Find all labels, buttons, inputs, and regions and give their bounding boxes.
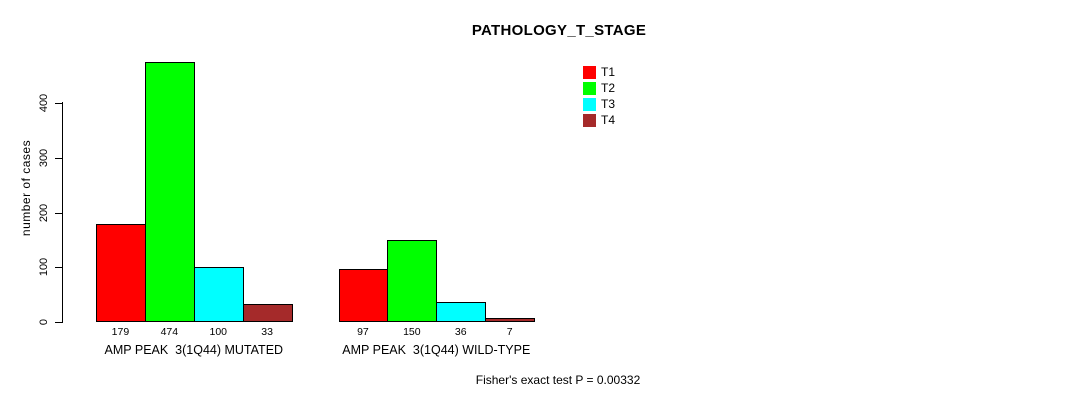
bar-t4 xyxy=(485,318,536,322)
stat-annotation: Fisher's exact test P = 0.00332 xyxy=(475,373,641,387)
legend-item: T3 xyxy=(583,98,615,111)
legend-label: T4 xyxy=(601,113,616,127)
legend-label: T1 xyxy=(601,65,616,79)
bar-value-label: 7 xyxy=(506,326,513,338)
group-label: AMP PEAK 3(1Q44) WILD-TYPE xyxy=(342,343,531,357)
bar-value-label: 474 xyxy=(160,326,179,338)
t3-swatch-icon xyxy=(583,98,596,111)
bar-value-label: 33 xyxy=(261,326,273,338)
y-tick-label: 400 xyxy=(38,93,50,113)
chart-title: PATHOLOGY_T_STAGE xyxy=(471,22,647,39)
y-tick-mark xyxy=(55,267,63,269)
bar-t4 xyxy=(242,303,293,322)
t1-swatch-icon xyxy=(583,66,596,79)
y-axis-label: number of cases xyxy=(19,139,33,237)
t2-swatch-icon xyxy=(583,82,596,95)
legend-item: T4 xyxy=(583,114,615,127)
y-tick-label: 200 xyxy=(38,203,50,222)
y-tick-mark xyxy=(55,212,63,214)
bar-t2 xyxy=(387,239,438,322)
bar-value-label: 36 xyxy=(454,326,467,338)
bar-t3 xyxy=(193,267,244,322)
y-tick-mark xyxy=(55,103,63,104)
bar-t3 xyxy=(436,302,487,322)
y-tick-mark xyxy=(55,322,63,323)
bar-t1 xyxy=(338,268,389,322)
bar-value-label: 100 xyxy=(209,326,228,338)
y-tick-label: 300 xyxy=(38,148,50,167)
legend: T1 T2 T3 T4 xyxy=(583,66,615,127)
bar-t1 xyxy=(96,223,146,322)
y-tick-mark xyxy=(55,157,63,159)
group-label: AMP PEAK 3(1Q44) MUTATED xyxy=(104,343,284,357)
legend-item: T1 xyxy=(583,66,615,79)
bar-value-label: 97 xyxy=(357,326,369,338)
bar-t2 xyxy=(144,62,195,322)
legend-label: T3 xyxy=(601,97,616,111)
legend-item: T2 xyxy=(583,82,615,95)
bar-value-label: 150 xyxy=(403,326,421,338)
y-tick-label: 100 xyxy=(38,258,50,277)
y-tick-label: 0 xyxy=(38,318,50,326)
bar-value-label: 179 xyxy=(111,326,130,338)
legend-label: T2 xyxy=(601,81,616,95)
t4-swatch-icon xyxy=(583,114,596,127)
